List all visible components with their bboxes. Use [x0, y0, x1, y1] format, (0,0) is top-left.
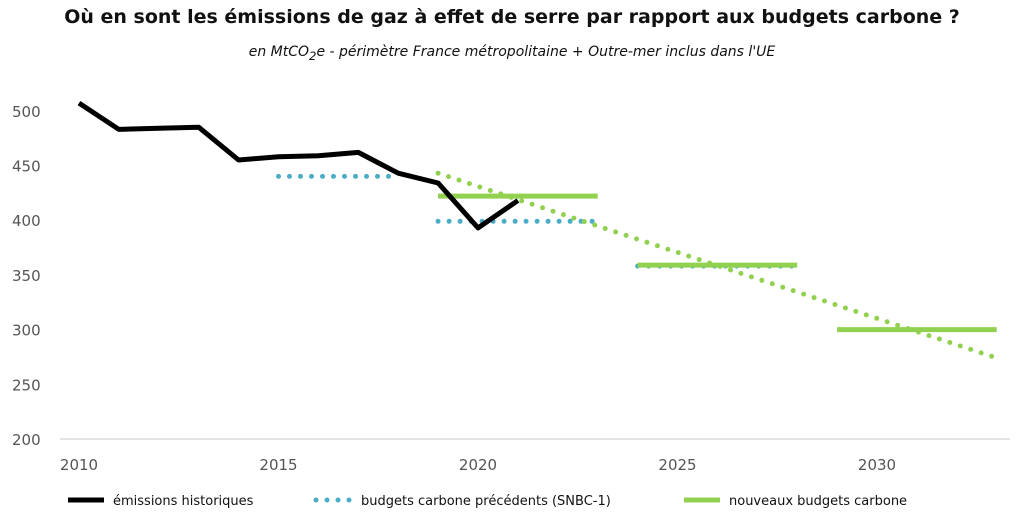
chart-subtitle: en MtCO2e - périmètre France métropolita… [0, 44, 1024, 63]
legend-label-0: émissions historiques [113, 494, 254, 509]
legend-label-2: nouveaux budgets carbone [729, 494, 907, 509]
x-axis: 2010 2015 2020 2025 2030 [60, 456, 896, 474]
x-tick-label: 2025 [658, 456, 696, 474]
subtitle-subscript: 2 [309, 48, 317, 63]
subtitle-prefix: en MtCO [248, 44, 310, 60]
y-tick-label: 450 [12, 158, 41, 176]
y-tick-label: 300 [12, 322, 41, 340]
subtitle-suffix: e - périmètre France métropolitaine + Ou… [316, 44, 776, 60]
y-tick-label: 200 [12, 431, 41, 449]
x-tick-label: 2030 [858, 456, 896, 474]
x-tick-label: 2010 [60, 456, 98, 474]
x-tick-label: 2020 [459, 456, 497, 474]
chart-title: Où en sont les émissions de gaz à effet … [64, 6, 960, 28]
legend-label-1: budgets carbone précédents (SNBC-1) [361, 494, 611, 509]
series-0-line [77, 101, 520, 231]
y-tick-label: 250 [12, 376, 41, 394]
legend: émissions historiques budgets carbone pré… [68, 494, 907, 509]
y-tick-label: 350 [12, 267, 41, 285]
y-axis: 200 250 300 350 400 450 500 [12, 103, 41, 449]
series-layer [77, 101, 1000, 361]
y-tick-label: 500 [12, 103, 41, 121]
x-tick-label: 2015 [259, 456, 297, 474]
y-tick-label: 400 [12, 212, 41, 230]
series-3-line [435, 170, 1000, 361]
